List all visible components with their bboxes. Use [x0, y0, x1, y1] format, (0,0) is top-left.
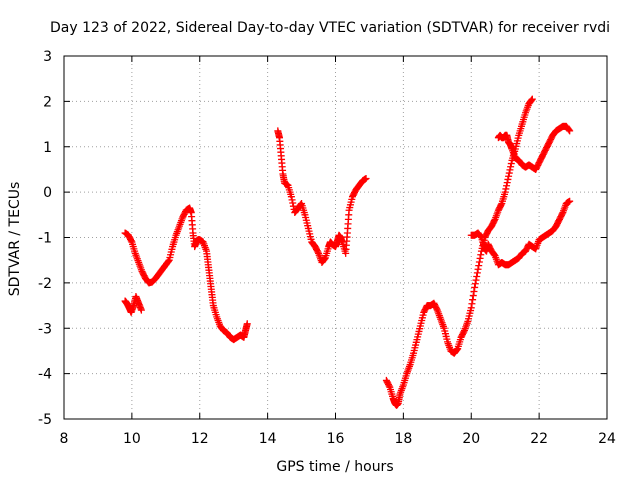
series-arc-1	[121, 292, 145, 316]
data-point	[501, 188, 509, 196]
data-point	[472, 276, 480, 284]
data-point	[473, 269, 481, 277]
x-tick-label: 12	[191, 431, 209, 447]
series-arc-6	[494, 122, 574, 173]
data-point	[473, 273, 481, 281]
y-tick-label: -3	[38, 321, 52, 337]
x-tick-label: 18	[394, 431, 412, 447]
y-tick-label: 1	[43, 140, 52, 156]
x-tick-label: 16	[327, 431, 345, 447]
data-point	[566, 197, 574, 205]
data-point	[477, 251, 485, 259]
data-point	[469, 292, 477, 300]
data-point	[289, 202, 297, 210]
data-point	[471, 283, 479, 291]
data-point	[506, 166, 514, 174]
data-point	[502, 185, 510, 193]
data-point	[490, 217, 498, 225]
data-point	[475, 258, 483, 266]
data-point	[505, 172, 513, 180]
data-point	[504, 175, 512, 183]
series-arc-3	[274, 127, 370, 266]
x-tick-label: 20	[462, 431, 480, 447]
x-tick-label: 22	[530, 431, 548, 447]
data-point	[528, 96, 536, 104]
y-tick-label: -4	[38, 367, 52, 383]
data-point	[565, 126, 573, 134]
data-point	[453, 346, 461, 354]
series-arc-4	[382, 95, 536, 409]
y-tick-label: 3	[43, 49, 52, 65]
data-point	[127, 237, 135, 245]
series-arc-5	[467, 197, 574, 269]
data-point	[321, 255, 329, 263]
y-tick-label: -1	[38, 231, 52, 247]
grid-lines	[64, 56, 607, 419]
y-axis-label: SDTVAR / TECUs	[7, 182, 23, 297]
y-tick-label: -2	[38, 276, 52, 292]
data-point	[566, 127, 574, 135]
chart-title: Day 123 of 2022, Sidereal Day-to-day VTE…	[50, 20, 610, 36]
data-point	[469, 296, 477, 304]
data-points	[121, 95, 574, 409]
data-point	[474, 265, 482, 273]
x-tick-label: 10	[123, 431, 141, 447]
data-point	[468, 300, 476, 308]
data-point	[558, 210, 566, 218]
x-tick-label: 14	[259, 431, 277, 447]
data-point	[476, 254, 484, 262]
data-point	[471, 280, 479, 288]
data-point	[137, 306, 145, 314]
data-point	[505, 169, 513, 177]
data-point	[507, 163, 515, 171]
data-point	[475, 262, 483, 270]
y-tick-label: -5	[38, 412, 52, 428]
x-tick-label: 24	[598, 431, 616, 447]
data-point	[470, 287, 478, 295]
data-point	[467, 304, 475, 312]
data-point	[460, 328, 468, 336]
x-tick-label: 8	[60, 431, 69, 447]
data-point	[362, 175, 370, 183]
series-arc-2	[121, 204, 251, 344]
data-point	[477, 233, 485, 241]
data-point	[507, 160, 515, 168]
data-point	[297, 200, 305, 208]
y-tick-label: 2	[43, 94, 52, 110]
data-point	[243, 320, 251, 328]
data-point	[385, 382, 393, 390]
data-point	[165, 257, 173, 265]
data-point	[503, 179, 511, 187]
y-tick-label: 0	[43, 185, 52, 201]
data-point	[433, 305, 441, 313]
data-point	[497, 201, 505, 209]
data-point	[289, 199, 297, 207]
plot-frame	[63, 55, 608, 420]
data-point	[314, 248, 322, 256]
data-point	[503, 182, 511, 190]
x-axis-label: GPS time / hours	[276, 459, 393, 475]
data-point	[288, 196, 296, 204]
data-point	[287, 193, 295, 201]
data-point	[528, 95, 536, 103]
